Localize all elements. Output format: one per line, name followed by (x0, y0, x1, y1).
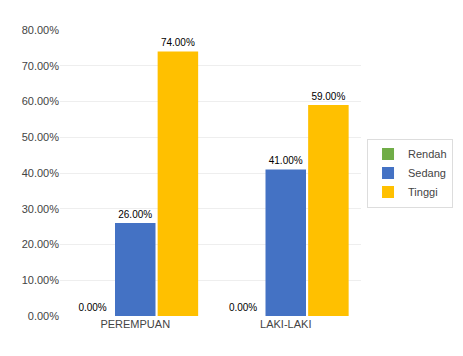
svg-text:10.00%: 10.00% (22, 274, 60, 286)
svg-text:40.00%: 40.00% (22, 167, 60, 179)
svg-text:41.00%: 41.00% (269, 155, 303, 166)
svg-text:PEREMPUAN: PEREMPUAN (100, 318, 170, 330)
svg-text:Rendah: Rendah (408, 148, 447, 160)
svg-text:0.00%: 0.00% (28, 310, 59, 322)
svg-text:74.00%: 74.00% (161, 37, 195, 48)
svg-text:50.00%: 50.00% (22, 131, 60, 143)
svg-text:70.00%: 70.00% (22, 60, 60, 72)
svg-text:Sedang: Sedang (408, 167, 446, 179)
svg-text:0.00%: 0.00% (78, 302, 106, 313)
svg-text:Tinggi: Tinggi (408, 186, 438, 198)
svg-text:20.00%: 20.00% (22, 238, 60, 250)
svg-text:30.00%: 30.00% (22, 203, 60, 215)
svg-text:LAKI-LAKI: LAKI-LAKI (260, 318, 311, 330)
svg-text:26.00%: 26.00% (118, 209, 152, 220)
svg-text:80.00%: 80.00% (22, 24, 60, 36)
svg-text:0.00%: 0.00% (229, 302, 257, 313)
svg-text:59.00%: 59.00% (311, 91, 345, 102)
svg-text:60.00%: 60.00% (22, 95, 60, 107)
